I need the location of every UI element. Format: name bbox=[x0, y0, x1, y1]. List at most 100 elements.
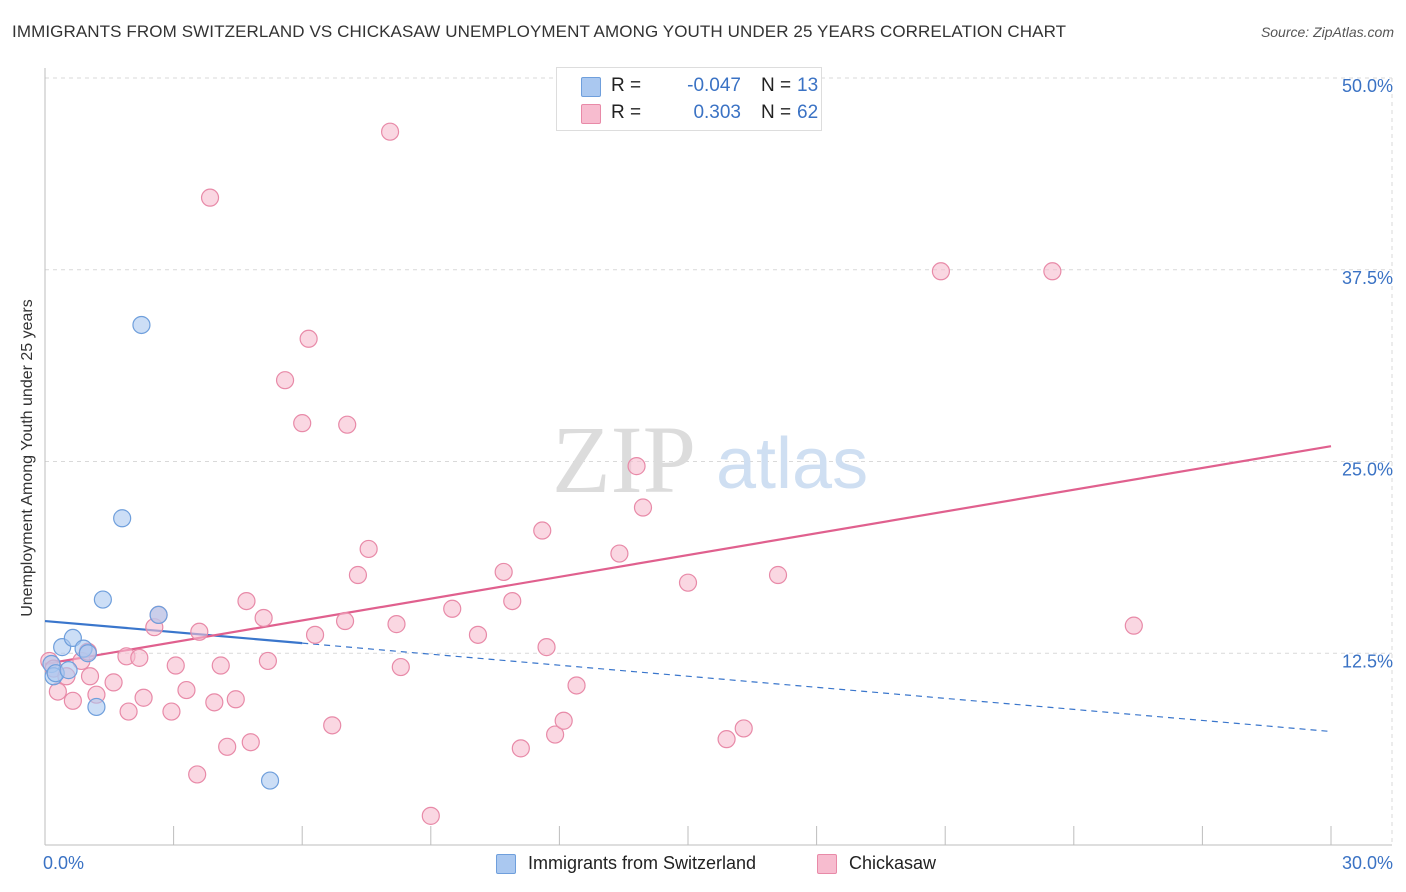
point-chickasaw bbox=[188, 765, 207, 784]
point-switzerland bbox=[78, 644, 97, 663]
bottom-legend-label-chickasaw: Chickasaw bbox=[849, 853, 937, 873]
point-chickasaw bbox=[80, 667, 100, 686]
trend-line-chickasaw bbox=[44, 445, 1332, 666]
tick-labels: 12.5% 25.0% 37.5% 50.0% 0.0% 30.0% bbox=[43, 76, 1393, 873]
bottom-legend-label-switzerland: Immigrants from Switzerland bbox=[528, 853, 757, 873]
point-chickasaw bbox=[610, 544, 629, 563]
point-chickasaw bbox=[348, 565, 368, 585]
watermark-zip: ZIP bbox=[552, 406, 696, 513]
legend-swatch-chickasaw bbox=[581, 104, 601, 124]
point-switzerland bbox=[87, 697, 106, 717]
point-chickasaw bbox=[468, 625, 488, 644]
n-label: N = bbox=[761, 75, 792, 96]
point-chickasaw bbox=[119, 702, 138, 721]
point-chickasaw bbox=[380, 122, 400, 141]
r-label: R = bbox=[611, 102, 642, 123]
point-chickasaw bbox=[768, 565, 788, 585]
point-chickasaw bbox=[391, 657, 410, 677]
point-chickasaw bbox=[627, 457, 646, 476]
y-tick-label: 37.5% bbox=[1342, 268, 1393, 288]
point-chickasaw bbox=[546, 725, 565, 744]
point-chickasaw bbox=[494, 562, 513, 582]
point-switzerland bbox=[113, 509, 132, 528]
point-chickasaw bbox=[1043, 262, 1062, 281]
y-axis-label: Unemployment Among Youth under 25 years bbox=[19, 299, 36, 617]
n-value: 13 bbox=[797, 75, 819, 96]
trend-line-switzerland-extension bbox=[302, 642, 1332, 733]
n-label: N = bbox=[761, 102, 792, 123]
trend-line-switzerland bbox=[44, 619, 303, 645]
correlation-legend: R = -0.047 N = 13 R = 0.303 N = 62 bbox=[556, 67, 822, 131]
bottom-legend-swatch-switzerland bbox=[496, 854, 516, 874]
point-chickasaw bbox=[421, 806, 440, 825]
point-chickasaw bbox=[299, 329, 318, 348]
bottom-legend-chickasaw: Chickasaw bbox=[817, 853, 977, 877]
point-chickasaw bbox=[293, 414, 312, 433]
point-chickasaw bbox=[104, 673, 123, 692]
point-chickasaw bbox=[537, 638, 556, 657]
point-chickasaw bbox=[200, 188, 220, 207]
point-switzerland bbox=[59, 661, 78, 680]
point-switzerland bbox=[149, 605, 168, 625]
point-chickasaw bbox=[511, 739, 530, 758]
x-tick-label-max: 30.0% bbox=[1342, 853, 1393, 873]
r-value: -0.047 bbox=[687, 75, 741, 96]
point-chickasaw bbox=[359, 539, 378, 559]
point-chickasaw bbox=[533, 521, 552, 540]
legend-swatch-switzerland bbox=[581, 77, 601, 97]
point-chickasaw bbox=[678, 573, 698, 592]
watermark: ZIP atlas bbox=[552, 406, 868, 513]
point-chickasaw bbox=[205, 693, 224, 712]
point-chickasaw bbox=[633, 498, 653, 517]
axes bbox=[44, 68, 1392, 846]
point-chickasaw bbox=[218, 737, 237, 756]
point-chickasaw bbox=[717, 730, 736, 749]
point-chickasaw bbox=[554, 711, 573, 730]
n-value: 62 bbox=[797, 102, 819, 123]
point-chickasaw bbox=[258, 651, 278, 671]
point-switzerland bbox=[260, 771, 280, 790]
point-chickasaw bbox=[63, 691, 82, 710]
watermark-atlas: atlas bbox=[716, 424, 868, 504]
bottom-legend-swatch-chickasaw bbox=[817, 854, 837, 874]
point-chickasaw bbox=[48, 682, 67, 701]
r-label: R = bbox=[611, 75, 642, 96]
y-tick-label: 12.5% bbox=[1342, 651, 1393, 671]
r-value: 0.303 bbox=[693, 102, 741, 123]
point-chickasaw bbox=[335, 611, 355, 631]
point-chickasaw bbox=[211, 656, 230, 675]
point-chickasaw bbox=[387, 615, 406, 634]
point-chickasaw bbox=[734, 719, 753, 738]
point-chickasaw bbox=[190, 622, 209, 641]
point-chickasaw bbox=[305, 625, 325, 644]
point-chickasaw bbox=[1124, 616, 1143, 635]
chart-title: IMMIGRANTS FROM SWITZERLAND VS CHICKASAW… bbox=[12, 22, 1067, 41]
y-tick-label: 50.0% bbox=[1342, 76, 1393, 96]
point-chickasaw bbox=[567, 676, 586, 695]
point-chickasaw bbox=[226, 690, 245, 709]
point-chickasaw bbox=[162, 702, 181, 721]
point-chickasaw bbox=[130, 648, 149, 667]
bottom-legend-switzerland: Immigrants from Switzerland bbox=[496, 853, 796, 877]
source-credit: Source: ZipAtlas.com bbox=[1260, 24, 1394, 40]
y-tick-label: 25.0% bbox=[1342, 460, 1393, 480]
trend-lines bbox=[44, 445, 1332, 733]
point-chickasaw bbox=[254, 608, 273, 628]
x-tick-label-min: 0.0% bbox=[43, 853, 84, 873]
point-chickasaw bbox=[323, 716, 342, 735]
point-chickasaw bbox=[166, 656, 185, 675]
point-chickasaw bbox=[134, 688, 153, 707]
point-chickasaw bbox=[443, 599, 462, 618]
point-chickasaw bbox=[931, 262, 951, 281]
point-chickasaw bbox=[177, 680, 196, 700]
point-chickasaw bbox=[338, 415, 357, 434]
point-chickasaw bbox=[241, 733, 260, 752]
point-switzerland bbox=[93, 590, 112, 609]
point-switzerland bbox=[132, 315, 151, 335]
point-chickasaw bbox=[503, 591, 522, 611]
point-chickasaw bbox=[275, 371, 295, 390]
point-switzerland bbox=[63, 628, 82, 648]
point-chickasaw bbox=[237, 591, 256, 611]
data-points bbox=[40, 122, 1143, 825]
